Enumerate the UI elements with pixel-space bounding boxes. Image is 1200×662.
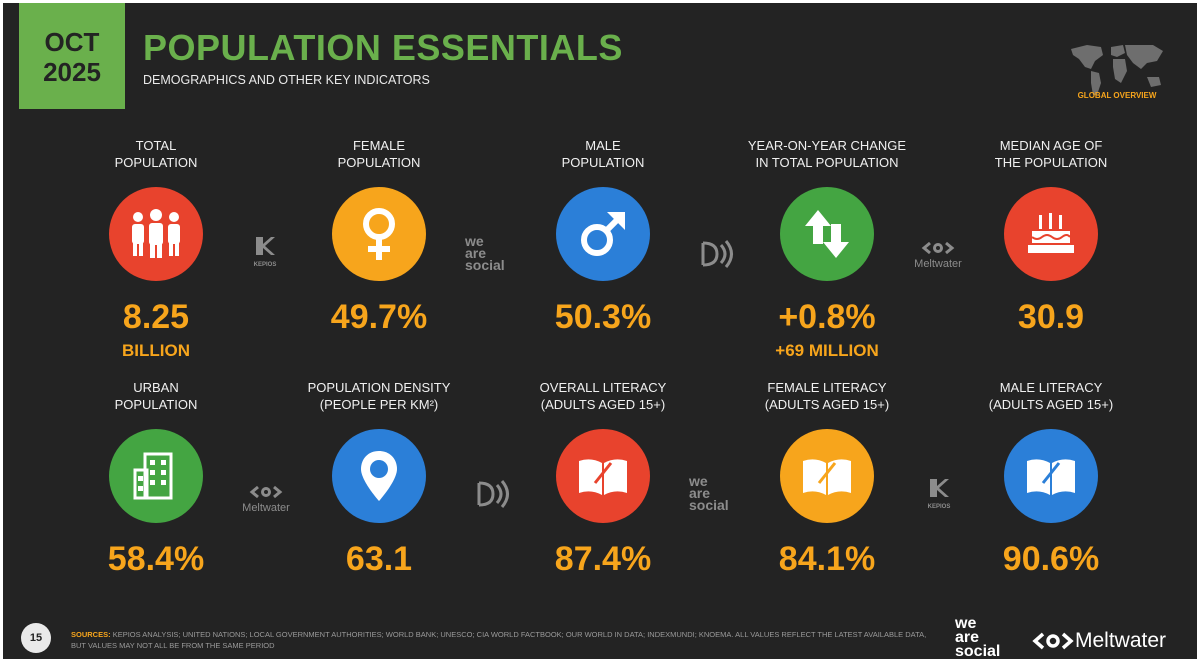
kepios-logo: KEPIOS <box>917 477 961 511</box>
stat-total-population: TOTAL POPULATION 8.25 BILLION <box>56 137 256 361</box>
meltwater-mark-icon <box>921 241 955 255</box>
world-map-icon <box>1071 45 1163 95</box>
we-are-social-logo: we are social <box>689 473 729 513</box>
page-number: 15 <box>21 623 51 653</box>
stat-value: 90.6% <box>1002 540 1100 578</box>
stat-value: 8.25 <box>122 298 190 336</box>
male-symbol-icon <box>581 212 625 256</box>
people-icon <box>132 209 180 258</box>
stat-label: MALE LITERACY (ADULTS AGED 15+) <box>988 380 1114 412</box>
stat-value: 49.7% <box>330 298 428 336</box>
up-down-arrows-icon <box>805 210 849 258</box>
book-icon <box>803 459 851 495</box>
female-symbol-icon <box>363 208 395 260</box>
stat-label: FEMALE POPULATION <box>337 138 421 170</box>
stat-circle <box>332 187 426 281</box>
stat-overall-literacy: OVERALL LITERACY (ADULTS AGED 15+) 87.4% <box>503 379 703 577</box>
stat-circle <box>556 429 650 523</box>
stat-male-literacy: MALE LITERACY (ADULTS AGED 15+) 90.6% <box>951 379 1151 577</box>
stat-circle <box>1004 187 1098 281</box>
stat-circle <box>109 429 203 523</box>
stat-subvalue: +69 MILLION <box>775 341 879 360</box>
kepios-mark-icon <box>930 479 949 497</box>
stat-yoy-change: YEAR-ON-YEAR CHANGE IN TOTAL POPULATION +… <box>727 137 927 361</box>
stat-population-density: POPULATION DENSITY (PEOPLE PER KM²) 63.1 <box>279 379 479 577</box>
stat-value: 63.1 <box>345 540 413 578</box>
stat-male-population: MALE POPULATION 50.3% <box>503 137 703 335</box>
we-are-social-footer-logo: we are social <box>955 615 1001 660</box>
meltwater-mark-icon <box>249 485 283 499</box>
page-title: POPULATION ESSENTIALS <box>143 27 623 68</box>
stat-circle <box>780 429 874 523</box>
page-subtitle: DEMOGRAPHICS AND OTHER KEY INDICATORS <box>143 73 430 87</box>
we-are-social-logo: we are social <box>465 233 505 273</box>
stat-female-literacy: FEMALE LITERACY (ADULTS AGED 15+) 84.1% <box>727 379 927 577</box>
dataportal-logo-icon <box>477 480 509 508</box>
location-pin-icon <box>361 451 397 501</box>
stat-circle <box>332 429 426 523</box>
stat-median-age: MEDIAN AGE OF THE POPULATION 30.9 <box>951 137 1151 335</box>
meltwater-logo: Meltwater <box>231 485 301 514</box>
slide-frame: OCT 2025 POPULATION ESSENTIALS DEMOGRAPH… <box>3 3 1197 659</box>
stat-value: +0.8% <box>778 298 876 336</box>
badge-month: OCT <box>44 27 100 57</box>
kepios-mark-icon <box>256 237 275 255</box>
stat-value: 87.4% <box>554 540 652 578</box>
sources-note: SOURCES: KEPIOS ANALYSIS; UNITED NATIONS… <box>71 629 936 651</box>
stat-circle <box>109 187 203 281</box>
stat-label: URBAN POPULATION <box>114 380 198 412</box>
stat-value: 84.1% <box>778 540 876 578</box>
sources-text: KEPIOS ANALYSIS; UNITED NATIONS; LOCAL G… <box>71 630 927 650</box>
book-icon <box>1027 459 1075 495</box>
stat-urban-population: URBAN POPULATION 58.4% <box>56 379 256 577</box>
stat-label: TOTAL POPULATION <box>114 138 198 170</box>
meltwater-mark-icon <box>1032 632 1074 650</box>
stat-label: OVERALL LITERACY (ADULTS AGED 15+) <box>539 380 667 412</box>
meltwater-footer-logo: Meltwater <box>1031 629 1166 653</box>
book-icon <box>579 459 627 495</box>
stat-value: 50.3% <box>554 298 652 336</box>
stat-value: 30.9 <box>1017 298 1085 336</box>
kepios-logo: KEPIOS <box>243 235 287 269</box>
stat-subvalue: BILLION <box>122 341 190 360</box>
building-icon <box>133 452 173 500</box>
sources-label: SOURCES: <box>71 630 111 639</box>
global-overview-label: GLOBAL OVERVIEW <box>1077 91 1157 100</box>
date-badge: OCT 2025 <box>19 3 125 109</box>
stat-circle <box>780 187 874 281</box>
stat-circle <box>1004 429 1098 523</box>
stat-label: YEAR-ON-YEAR CHANGE IN TOTAL POPULATION <box>747 138 907 170</box>
badge-year: 2025 <box>43 57 101 87</box>
stat-label: MALE POPULATION <box>561 138 645 170</box>
stat-label: POPULATION DENSITY (PEOPLE PER KM²) <box>307 380 451 412</box>
stat-circle <box>556 187 650 281</box>
stat-value: 58.4% <box>107 540 205 578</box>
meltwater-logo: Meltwater <box>903 241 973 270</box>
stat-label: MEDIAN AGE OF THE POPULATION <box>994 138 1108 170</box>
birthday-cake-icon <box>1028 213 1074 253</box>
dataportal-logo-icon <box>701 240 733 268</box>
stat-label: FEMALE LITERACY (ADULTS AGED 15+) <box>764 380 890 412</box>
stat-female-population: FEMALE POPULATION 49.7% <box>279 137 479 335</box>
